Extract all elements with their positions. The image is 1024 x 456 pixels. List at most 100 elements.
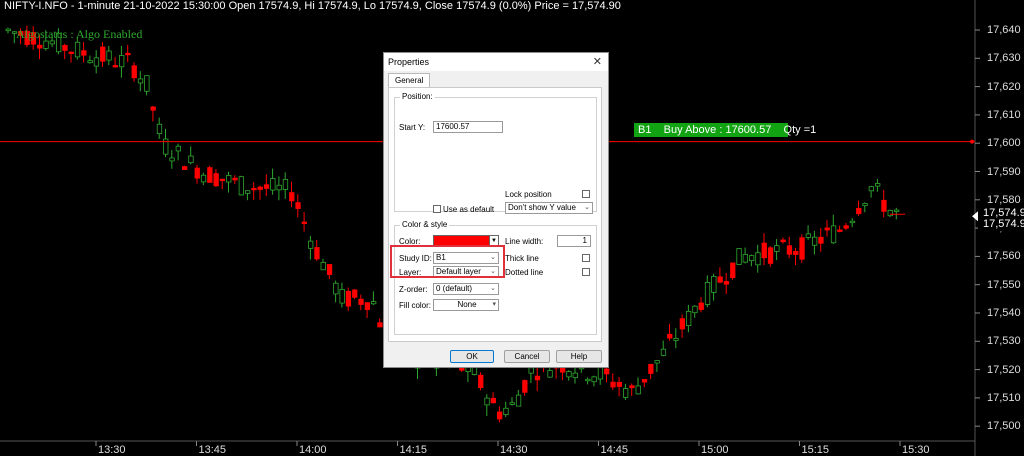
start-y-input[interactable]: 17600.57 bbox=[433, 121, 503, 133]
candle-body bbox=[377, 322, 383, 328]
y-tick-label: 17,590 bbox=[987, 165, 1021, 178]
candle-body bbox=[219, 178, 226, 182]
candle-body bbox=[616, 381, 622, 387]
candle-body bbox=[881, 199, 887, 212]
line-width-label: Line width: bbox=[505, 237, 544, 246]
candle-body bbox=[11, 31, 18, 34]
x-tick-label: 14:00 bbox=[299, 444, 327, 456]
help-button[interactable]: Help bbox=[556, 350, 602, 363]
z-order-select[interactable]: 0 (default) ⌄ bbox=[433, 283, 499, 295]
y-tick-label: 17,630 bbox=[987, 52, 1021, 65]
study-id-select[interactable]: B1 ⌄ bbox=[433, 252, 499, 264]
candle-body bbox=[496, 411, 503, 420]
candle-body bbox=[18, 31, 24, 36]
candle-body bbox=[799, 237, 805, 260]
candle-body bbox=[131, 65, 137, 79]
candle-body bbox=[137, 78, 144, 84]
chevron-down-icon: ▾ bbox=[492, 301, 496, 308]
fill-color-select[interactable]: None ▾ bbox=[433, 299, 499, 311]
candle-body bbox=[93, 57, 100, 67]
candle-body bbox=[528, 367, 534, 374]
candle-body bbox=[163, 138, 169, 155]
ok-button[interactable]: OK bbox=[450, 350, 494, 363]
chart-header: NIFTY-I.NFO - 1-minute 21-10-2022 15:30:… bbox=[4, 0, 621, 12]
candle-body bbox=[30, 32, 37, 45]
candle-body bbox=[370, 301, 377, 305]
candle-body bbox=[200, 174, 207, 183]
dialog-titlebar[interactable]: Properties ✕ bbox=[384, 53, 608, 71]
candle-body bbox=[610, 381, 616, 388]
last-price-box-2: 17,574.9 bbox=[978, 218, 1024, 231]
thick-line-checkbox[interactable] bbox=[582, 254, 590, 262]
study-id-label: Study ID: bbox=[399, 254, 432, 263]
candle-body bbox=[119, 55, 125, 68]
last-price-box: 17,574.9 bbox=[978, 207, 1024, 220]
candle-body bbox=[282, 179, 289, 190]
candle-body bbox=[112, 65, 118, 68]
x-tick-label: 15:30 bbox=[902, 444, 930, 456]
y-tick-label: 17,600 bbox=[987, 137, 1021, 150]
candle-body bbox=[515, 394, 522, 407]
candle-body bbox=[326, 264, 333, 275]
candle-body bbox=[333, 282, 339, 295]
candle-body bbox=[704, 281, 711, 305]
y-tick-label: 17,550 bbox=[987, 278, 1021, 291]
chevron-down-icon: ⌄ bbox=[584, 204, 590, 211]
candle-body bbox=[837, 229, 843, 232]
candle-body bbox=[364, 302, 371, 310]
y-tick-label: 17,500 bbox=[987, 420, 1021, 433]
candle-body bbox=[188, 155, 194, 164]
order-line-handle[interactable] bbox=[970, 139, 974, 144]
chevron-down-icon: ⌄ bbox=[490, 254, 496, 261]
candle-body bbox=[711, 275, 717, 293]
chevron-down-icon: ⌄ bbox=[490, 285, 496, 292]
candle-body bbox=[585, 378, 591, 382]
candle-body bbox=[534, 375, 541, 381]
show-y-value-select[interactable]: Don't show Y value ⌄ bbox=[505, 202, 593, 214]
candle-body bbox=[761, 242, 767, 259]
y-tick-label: 17,610 bbox=[987, 108, 1021, 121]
dotted-line-checkbox[interactable] bbox=[582, 268, 590, 276]
candle-body bbox=[144, 75, 150, 92]
color-label: Color: bbox=[399, 237, 421, 246]
candle-body bbox=[257, 186, 263, 190]
candle-body bbox=[641, 379, 648, 383]
candle-body bbox=[566, 371, 572, 378]
cancel-button[interactable]: Cancel bbox=[504, 350, 550, 363]
y-tick-label: 17,640 bbox=[987, 24, 1021, 36]
candle-body bbox=[843, 225, 849, 229]
use-as-default-checkbox[interactable] bbox=[433, 205, 441, 213]
position-group: Position: Start Y: 17600.57 Lock positio… bbox=[394, 92, 597, 214]
properties-dialog: Properties ✕ General Position: Start Y: … bbox=[383, 52, 609, 368]
tab-panel: Position: Start Y: 17600.57 Lock positio… bbox=[388, 87, 602, 342]
candle-body bbox=[868, 186, 874, 192]
x-tick-label: 14:45 bbox=[600, 444, 629, 456]
candle-body bbox=[755, 252, 761, 266]
line-width-input[interactable]: 1 bbox=[557, 235, 591, 247]
use-as-default-label: Use as default bbox=[443, 205, 495, 214]
candle-body bbox=[37, 44, 43, 49]
candle-body bbox=[352, 289, 358, 298]
dialog-title: Properties bbox=[388, 57, 430, 67]
candle-body bbox=[648, 363, 654, 374]
candle-body bbox=[320, 261, 326, 271]
candle-body bbox=[509, 402, 515, 405]
lock-position-checkbox[interactable] bbox=[582, 190, 590, 198]
candle-body bbox=[345, 290, 352, 307]
candle-body bbox=[74, 41, 81, 58]
candle-body bbox=[358, 298, 364, 305]
candle-body bbox=[774, 245, 780, 252]
candle-body bbox=[263, 184, 270, 189]
order-line-label[interactable]: B1 Buy Above : 17600.57 Qty =1 bbox=[634, 123, 816, 137]
study-id-highlight bbox=[390, 245, 505, 278]
tab-general[interactable]: General bbox=[388, 73, 431, 88]
chevron-down-icon: ▼ bbox=[489, 236, 498, 246]
candle-body bbox=[698, 302, 704, 310]
candle-body bbox=[660, 348, 667, 356]
candle-body bbox=[572, 372, 578, 379]
candle-body bbox=[100, 46, 106, 62]
candle-body bbox=[226, 175, 232, 183]
candle-body bbox=[597, 367, 604, 380]
close-icon[interactable]: ✕ bbox=[592, 56, 602, 68]
candle-body bbox=[780, 239, 786, 243]
